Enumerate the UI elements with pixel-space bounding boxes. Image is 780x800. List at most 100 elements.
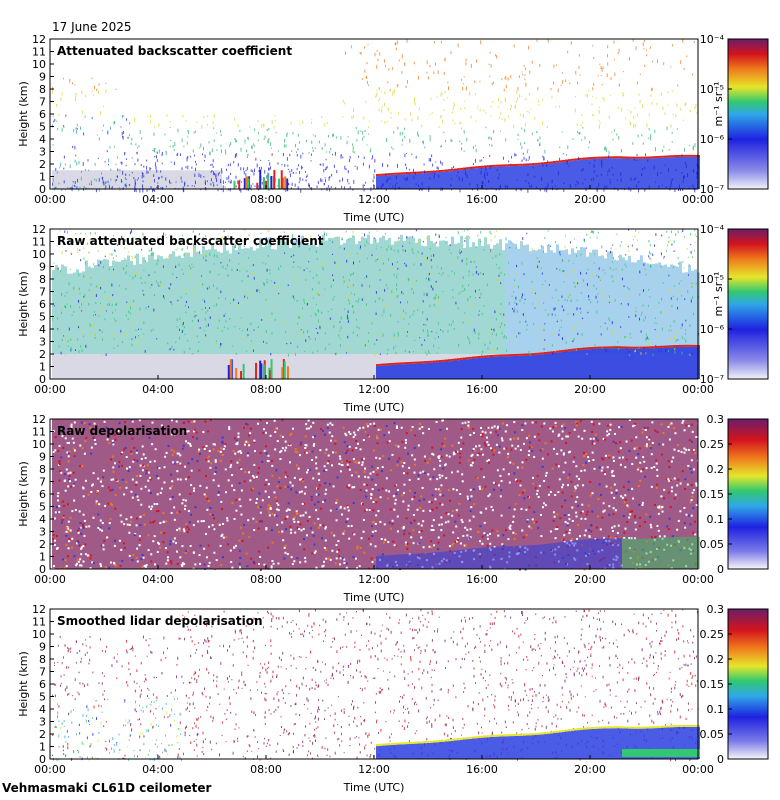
signal-speck xyxy=(585,272,587,275)
signal-speck xyxy=(633,178,635,181)
layer-top xyxy=(538,352,541,355)
signal-speck xyxy=(574,327,576,331)
depol-speck xyxy=(428,500,431,503)
signal-speck xyxy=(245,301,247,305)
signal-speck xyxy=(366,62,368,65)
depol-speck xyxy=(82,523,85,526)
signal-speck xyxy=(426,318,428,321)
noise-column xyxy=(298,241,301,354)
signal-speck xyxy=(411,118,413,122)
boundary-layer xyxy=(487,357,490,379)
depol-speck xyxy=(607,424,610,427)
depol-speck xyxy=(370,557,373,560)
depol-speck xyxy=(158,546,161,549)
signal-speck xyxy=(220,290,222,294)
signal-speck xyxy=(462,290,464,292)
signal-speck xyxy=(387,107,389,112)
depol-speck xyxy=(304,443,307,446)
signal-speck xyxy=(61,128,63,132)
depol-speck xyxy=(365,495,368,498)
depol-speck xyxy=(673,477,676,480)
signal-speck xyxy=(90,341,92,343)
noise-column xyxy=(490,248,493,354)
signal-speck xyxy=(582,182,584,185)
noise-column xyxy=(112,260,115,354)
depol-speck xyxy=(270,565,273,568)
signal-speck xyxy=(157,182,159,184)
signal-speck xyxy=(270,237,272,240)
signal-speck xyxy=(477,105,479,107)
boundary-layer xyxy=(619,348,622,379)
signal-speck xyxy=(80,126,82,130)
depol-speck xyxy=(146,464,149,467)
signal-speck xyxy=(352,115,354,118)
signal-speck xyxy=(302,307,304,310)
signal-speck xyxy=(530,108,532,110)
depol-speck xyxy=(361,503,364,506)
noise-column xyxy=(361,236,364,354)
signal-speck xyxy=(250,169,252,172)
depol-speck xyxy=(58,444,61,447)
signal-speck xyxy=(643,289,645,292)
signal-speck xyxy=(60,164,62,167)
signal-speck xyxy=(285,330,287,333)
depol-speck xyxy=(338,462,341,465)
signal-speck xyxy=(213,114,215,118)
signal-speck xyxy=(633,123,635,127)
boundary-layer xyxy=(628,348,631,379)
signal-speck xyxy=(231,268,233,272)
signal-speck xyxy=(107,303,109,306)
layer-top xyxy=(583,157,586,160)
signal-speck xyxy=(684,298,686,300)
noise-column xyxy=(637,260,640,354)
depol-speck xyxy=(525,437,528,440)
signal-speck xyxy=(279,235,281,238)
signal-speck xyxy=(422,140,424,145)
noise-column xyxy=(559,250,562,354)
signal-speck xyxy=(88,251,90,254)
depol-speck xyxy=(311,531,314,534)
depol-speck xyxy=(325,548,328,551)
boundary-layer xyxy=(586,159,589,189)
signal-speck xyxy=(412,281,414,285)
signal-speck xyxy=(108,303,110,306)
signal-speck xyxy=(146,188,148,192)
signal-speck xyxy=(251,145,253,150)
signal-speck xyxy=(517,285,519,289)
depol-speck xyxy=(380,537,383,540)
noise-column xyxy=(466,235,469,354)
signal-speck xyxy=(229,302,231,304)
signal-speck xyxy=(364,130,366,133)
signal-speck xyxy=(573,281,575,284)
signal-speck xyxy=(95,302,97,304)
noise-column xyxy=(352,235,355,354)
depol-speck xyxy=(140,557,143,560)
signal-speck xyxy=(94,85,96,90)
signal-speck xyxy=(220,133,222,136)
signal-speck xyxy=(368,332,370,334)
depol-speck xyxy=(573,456,576,459)
depol-speck xyxy=(228,427,231,430)
signal-speck xyxy=(72,82,74,85)
boundary-layer xyxy=(679,156,682,189)
signal-speck xyxy=(429,304,431,308)
depol-speck xyxy=(679,510,682,513)
signal-speck xyxy=(516,335,518,338)
signal-speck xyxy=(212,121,214,124)
boundary-layer xyxy=(637,348,640,379)
signal-speck xyxy=(260,289,262,293)
signal-speck xyxy=(133,299,135,303)
depol-speck xyxy=(530,445,533,448)
signal-speck xyxy=(267,230,269,232)
boundary-layer xyxy=(622,158,625,189)
depol-speck xyxy=(112,466,115,469)
signal-speck xyxy=(156,169,158,173)
layer-top xyxy=(553,351,556,354)
depol-speck xyxy=(249,432,252,435)
signal-speck xyxy=(516,309,518,313)
signal-speck xyxy=(452,288,454,291)
depol-speck xyxy=(614,432,617,435)
signal-speck xyxy=(393,249,395,252)
depol-speck xyxy=(172,540,175,543)
depol-speck xyxy=(656,483,659,486)
